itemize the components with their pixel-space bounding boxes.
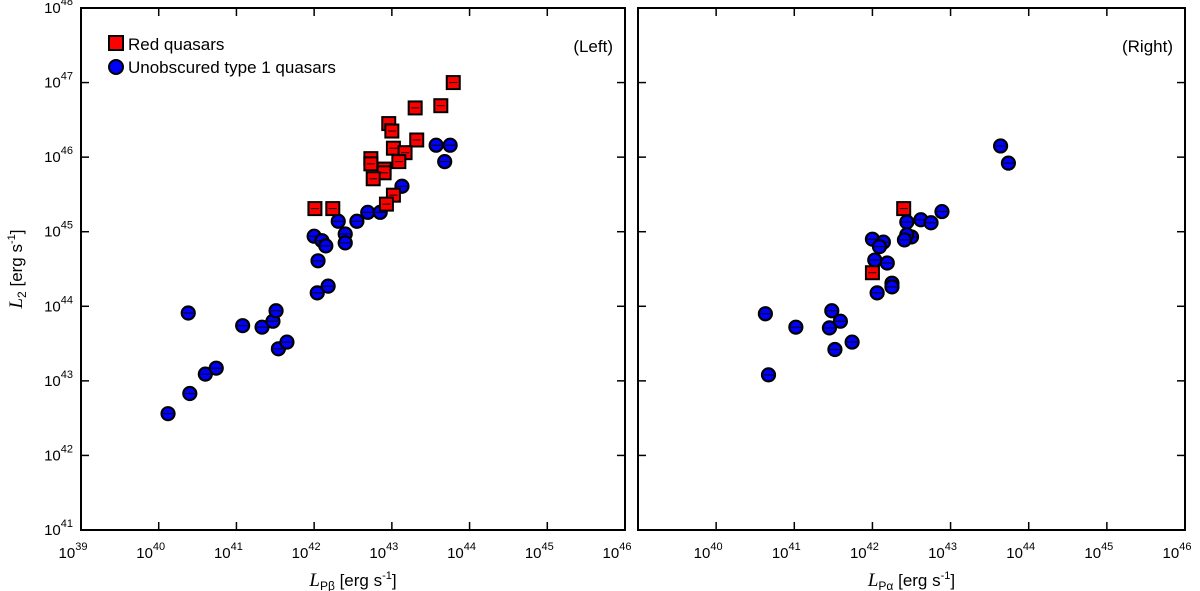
x-tick-label: 1044: [1006, 541, 1035, 562]
tick-base: 10: [369, 545, 386, 562]
tick-exponent: 45: [542, 541, 554, 553]
label-unit: [erg s: [335, 571, 382, 590]
tick-exponent: 41: [231, 541, 243, 553]
tick-base: 10: [850, 545, 867, 562]
label-subscript: Pβ: [320, 579, 335, 591]
x-tick-label: 1046: [1163, 541, 1192, 562]
tick-exponent: 42: [308, 541, 320, 553]
tick-base: 10: [1163, 545, 1180, 562]
x-axis-label: LPα [erg s-1]: [867, 570, 955, 591]
label-symbol: L: [6, 298, 27, 310]
x-tick-label: 1045: [1084, 541, 1113, 562]
x-tick-label: 1043: [928, 541, 957, 562]
label-unit: [erg s: [893, 571, 940, 590]
x-axis-label: LPβ [erg s-1]: [308, 570, 396, 591]
panel-label: (Right): [1122, 37, 1173, 56]
tick-base: 10: [447, 545, 464, 562]
tick-exponent: 46: [61, 145, 73, 157]
label-symbol: L: [867, 570, 879, 591]
tick-base: 10: [59, 545, 76, 562]
tick-exponent: 44: [1023, 541, 1035, 553]
legend-label: Unobscured type 1 quasars: [128, 58, 336, 77]
tick-base: 10: [44, 224, 61, 241]
tick-exponent: 40: [710, 541, 722, 553]
tick-base: 10: [44, 0, 61, 17]
y-tick-label: 1047: [44, 71, 73, 92]
label-unit: [erg s: [7, 244, 26, 291]
y-tick-label: 1041: [44, 518, 73, 539]
tick-base: 10: [1084, 545, 1101, 562]
tick-exponent: 40: [153, 541, 165, 553]
tick-base: 10: [44, 149, 61, 166]
panel-left: 1039 1040 1041 1042 1043 1044 1045 104610411042…: [6, 0, 631, 591]
tick-base: 10: [928, 545, 945, 562]
label-bracket: ]: [7, 229, 26, 234]
tick-exponent: 45: [61, 220, 73, 232]
y-tick-label: 1045: [44, 220, 73, 241]
x-tick-label: 1041: [772, 541, 801, 562]
y-tick-label: 1048: [44, 0, 73, 17]
label-bracket: ]: [392, 571, 397, 590]
label-subscript: 2: [15, 291, 29, 298]
label-symbol: L: [308, 570, 320, 591]
tick-exponent: 43: [945, 541, 957, 553]
tick-exponent: 48: [61, 0, 73, 8]
tick-base: 10: [44, 447, 61, 464]
tick-exponent: 43: [61, 369, 73, 381]
tick-exponent: 45: [1101, 541, 1113, 553]
tick-exponent: 46: [1179, 541, 1191, 553]
label-exponent: -1: [382, 570, 392, 582]
tick-base: 10: [44, 522, 61, 539]
x-tick-label: 1042: [292, 541, 321, 562]
panel-label: (Left): [573, 37, 613, 56]
tick-exponent: 39: [75, 541, 87, 553]
tick-base: 10: [214, 545, 231, 562]
tick-exponent: 42: [867, 541, 879, 553]
x-tick-label: 1042: [850, 541, 879, 562]
tick-base: 10: [292, 545, 309, 562]
plot-frame: [637, 7, 1186, 531]
y-tick-label: 1044: [44, 294, 73, 315]
x-tick-label: 1040: [136, 541, 165, 562]
tick-base: 10: [1006, 545, 1023, 562]
tick-base: 10: [603, 545, 620, 562]
x-tick-label: 1043: [369, 541, 398, 562]
x-tick-label: 1041: [214, 541, 243, 562]
y-tick-label: 1043: [44, 369, 73, 390]
tick-base: 10: [44, 373, 61, 390]
label-subscript: Pα: [878, 579, 893, 591]
tick-exponent: 43: [386, 541, 398, 553]
plot-frame: [80, 7, 626, 531]
tick-exponent: 44: [464, 541, 476, 553]
label-exponent: -1: [6, 234, 18, 244]
x-tick-label: 1040: [694, 541, 723, 562]
tick-base: 10: [694, 545, 711, 562]
tick-exponent: 44: [61, 294, 73, 306]
label-bracket: ]: [950, 571, 955, 590]
legend-marker-blue-circle: [108, 59, 124, 75]
tick-exponent: 47: [61, 71, 73, 83]
x-tick-label: 1046: [603, 541, 632, 562]
tick-base: 10: [525, 545, 542, 562]
tick-base: 10: [772, 545, 789, 562]
x-tick-label: 1045: [525, 541, 554, 562]
label-exponent: -1: [941, 570, 951, 582]
x-tick-label: 1039: [59, 541, 88, 562]
x-tick-label: 1044: [447, 541, 476, 562]
legend: Red quasars Unobscured type 1 quasars: [108, 35, 336, 77]
tick-base: 10: [136, 545, 153, 562]
tick-exponent: 41: [789, 541, 801, 553]
legend-label: Red quasars: [128, 35, 224, 54]
tick-exponent: 46: [619, 541, 631, 553]
y-tick-label: 1042: [44, 443, 73, 464]
tick-exponent: 42: [61, 443, 73, 455]
legend-marker-red-square: [108, 35, 124, 51]
y-tick-label: 1046: [44, 145, 73, 166]
tick-base: 10: [44, 298, 61, 315]
tick-base: 10: [44, 75, 61, 92]
tick-exponent: 41: [61, 518, 73, 530]
y-axis-label: L2 [erg s-1]: [6, 229, 29, 309]
